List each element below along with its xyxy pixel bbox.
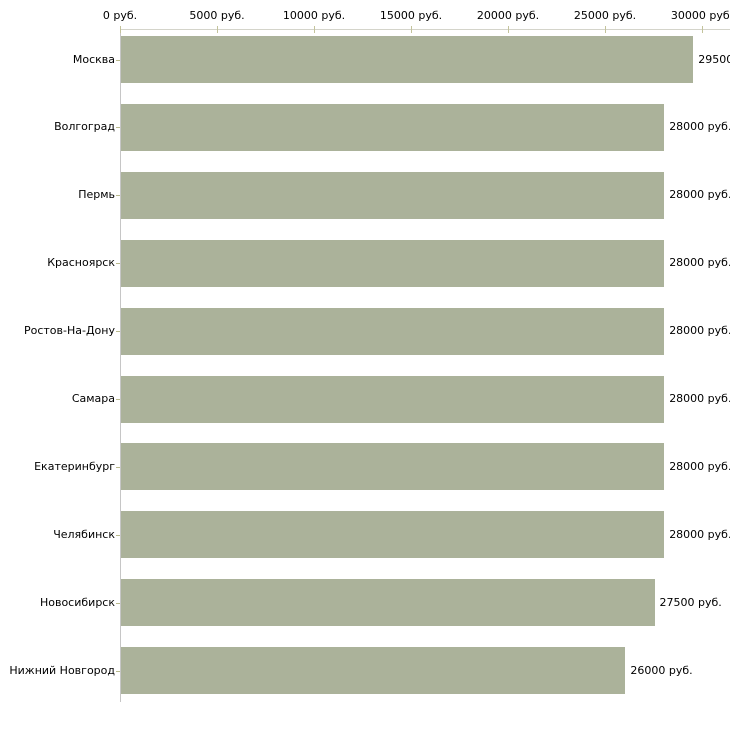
category-label: Челябинск: [53, 527, 115, 541]
x-axis-line: [120, 29, 730, 30]
x-axis-tick-label: 10000 руб.: [282, 9, 346, 22]
value-label: 28000 руб.: [669, 120, 730, 134]
category-label: Самара: [71, 392, 115, 405]
bar: [121, 511, 665, 559]
category-label: Екатеринбург: [34, 459, 115, 473]
x-axis-tick-label: 15000 руб.: [379, 9, 443, 22]
y-axis-line: [120, 29, 121, 702]
category-label: Волгоград: [54, 120, 115, 134]
bar: [121, 103, 665, 151]
value-label: 26000 руб.: [630, 663, 693, 677]
category-tick-mark: [116, 331, 120, 333]
category-tick-mark: [116, 127, 120, 129]
x-axis-tick-mark: [217, 26, 218, 33]
category-tick-mark: [116, 670, 120, 672]
value-label: 28000 руб.: [669, 392, 730, 405]
bar: [121, 36, 694, 83]
value-label: 27500 руб.: [659, 595, 722, 609]
bar: [121, 647, 626, 695]
x-axis-tick-mark: [702, 26, 703, 33]
category-tick-mark: [116, 399, 120, 400]
category-tick-mark: [116, 263, 120, 265]
bar: [121, 239, 665, 287]
bar: [121, 579, 655, 627]
category-tick-mark: [116, 59, 120, 61]
bar: [121, 375, 665, 423]
x-axis-tick-label: 0 руб.: [102, 9, 138, 22]
bar: [121, 307, 665, 355]
value-label: 28000 руб.: [669, 188, 730, 202]
category-tick-mark: [116, 195, 120, 197]
bar: [121, 171, 665, 219]
bar: [121, 443, 665, 491]
x-axis-tick-mark: [120, 26, 121, 33]
category-label: Новосибирск: [39, 595, 115, 609]
x-axis-tick-mark: [508, 26, 509, 33]
category-label: Ростов-На-Дону: [23, 324, 115, 338]
x-axis-tick-mark: [314, 26, 315, 33]
value-label: 28000 руб.: [669, 527, 730, 541]
value-label: 28000 руб.: [669, 256, 730, 270]
category-tick-mark: [116, 602, 120, 604]
value-label: 29500: [698, 52, 730, 66]
x-axis-tick-mark: [411, 26, 412, 33]
value-label: 28000 руб.: [669, 459, 730, 473]
x-axis-tick-mark: [605, 26, 606, 33]
category-label: Пермь: [78, 188, 115, 202]
category-label: Красноярск: [47, 256, 115, 270]
value-label: 28000 руб.: [669, 324, 730, 338]
category-tick-mark: [116, 534, 120, 536]
x-axis-tick-label: 30000 руб.: [670, 9, 730, 22]
category-tick-mark: [116, 466, 120, 468]
category-label: Нижний Новгород: [9, 663, 115, 677]
x-axis-tick-label: 20000 руб.: [476, 9, 540, 22]
category-label: Москва: [72, 52, 115, 66]
x-axis-tick-label: 5000 руб.: [189, 9, 245, 22]
x-axis-tick-label: 25000 руб.: [573, 9, 637, 22]
